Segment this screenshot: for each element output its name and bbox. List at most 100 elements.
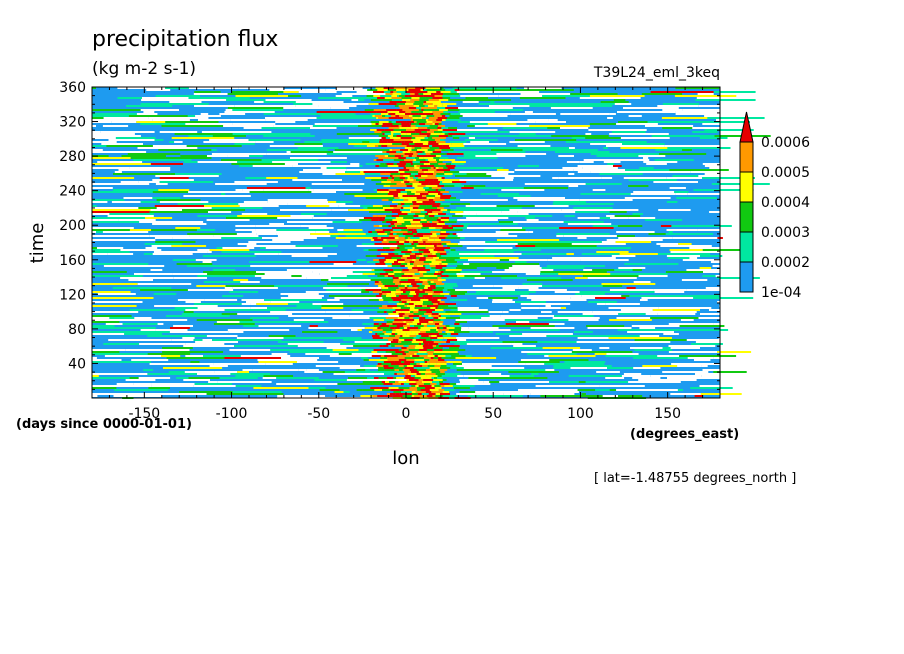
heatmap-cell [439,327,444,329]
heatmap-cell [420,89,424,91]
heatmap-cell [453,287,458,289]
heatmap-cell [194,383,233,385]
heatmap-cell [529,125,590,127]
heatmap-cell [92,151,147,153]
heatmap-cell [456,273,481,275]
heatmap-cell [428,335,432,337]
heatmap-cell [433,167,436,169]
heatmap-cell [267,199,328,201]
heatmap-cell [140,103,190,105]
heatmap-cell [559,227,614,229]
heatmap-cell [341,93,386,95]
heatmap-cell [445,279,463,281]
heatmap-cell [436,159,439,161]
heatmap-cell [414,307,424,309]
heatmap-cell [287,221,333,223]
heatmap-cell [173,229,197,231]
heatmap-cell [409,317,414,319]
heatmap-cell [327,283,370,285]
heatmap-cell [432,145,443,147]
heatmap-cell [459,379,479,381]
heatmap-cell [415,189,426,191]
heatmap-cell [400,265,405,267]
heatmap-cell [407,249,414,251]
heatmap-cell [501,189,545,191]
heatmap-cell [430,235,438,237]
heatmap-cell [338,205,361,207]
heatmap-cell [457,235,518,237]
heatmap-cell [668,323,714,325]
heatmap-cell [639,167,654,169]
heatmap-cell [520,93,571,95]
heatmap-cell [440,219,449,221]
heatmap-cell [499,381,550,383]
heatmap-cell [175,227,201,229]
heatmap-cell [92,213,110,215]
heatmap-cell [518,389,578,391]
heatmap-cell [439,345,446,347]
heatmap-cell [419,237,430,239]
heatmap-cell [426,271,435,273]
heatmap-cell [438,213,446,215]
heatmap-cell [387,229,393,231]
heatmap-cell [445,89,455,91]
heatmap-cell [386,109,397,111]
heatmap-cell [594,353,607,355]
heatmap-cell [150,163,183,165]
heatmap-cell [430,251,438,253]
heatmap-cell [436,245,444,247]
heatmap-cell [379,261,385,263]
heatmap-cell [396,145,407,147]
heatmap-cell [92,133,135,135]
heatmap-cell [102,231,149,233]
heatmap-cell [560,307,566,309]
heatmap-cell [373,349,380,351]
heatmap-cell [411,319,415,321]
heatmap-cell [185,301,201,303]
heatmap-cell [426,197,435,199]
heatmap-cell [405,183,413,185]
heatmap-cell [545,305,551,307]
heatmap-cell [460,223,518,225]
heatmap-cell [161,125,224,127]
heatmap-cell [286,269,348,271]
heatmap-cell [411,147,415,149]
heatmap-cell [663,333,679,335]
heatmap-cell [419,319,424,321]
heatmap-cell [566,161,580,163]
heatmap-cell [438,315,441,317]
heatmap-cell [448,127,457,129]
heatmap-cell [710,145,732,147]
heatmap-cell [407,179,414,181]
heatmap-cell [396,103,405,105]
heatmap-cell [431,391,439,393]
heatmap-cell [393,207,401,209]
heatmap-cell [421,393,429,395]
heatmap-cell [388,113,396,115]
heatmap-cell [618,395,643,397]
heatmap-cell [465,97,488,99]
heatmap-cell [460,113,511,115]
heatmap-cell [409,301,416,303]
heatmap-cell [450,333,459,335]
heatmap-cell [403,217,414,219]
heatmap-cell [433,249,445,251]
heatmap-cell [380,357,384,359]
heatmap-cell [401,141,405,143]
heatmap-cell [420,193,429,195]
heatmap-cell [437,107,446,109]
heatmap-cell [382,143,393,145]
heatmap-cell [443,351,452,353]
heatmap-cell [430,329,433,331]
heatmap-cell [222,247,255,249]
heatmap-cell [129,309,186,311]
heatmap-cell [695,341,735,343]
heatmap-cell [305,187,311,189]
heatmap-cell [518,247,582,249]
heatmap-cell [287,343,341,345]
heatmap-cell [436,371,441,373]
heatmap-cell [542,347,581,349]
heatmap-cell [413,265,417,267]
heatmap-cell [390,185,396,187]
heatmap-cell [442,193,453,195]
